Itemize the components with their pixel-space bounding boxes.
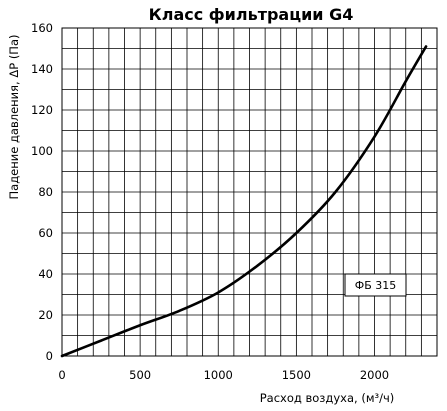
chart-title: Класс фильтрации G4 xyxy=(149,5,354,24)
x-tick-label: 500 xyxy=(129,368,151,382)
legend-box xyxy=(344,273,407,297)
x-tick-label: 2000 xyxy=(360,368,389,382)
x-tick-label: 1000 xyxy=(204,368,233,382)
y-tick-label: 160 xyxy=(31,21,53,35)
y-tick-label: 140 xyxy=(31,62,53,76)
y-tick-label: 80 xyxy=(38,185,53,199)
legend: ФБ 315 xyxy=(344,273,407,297)
series-line-fb-315 xyxy=(60,45,428,358)
plot-frame xyxy=(61,27,438,357)
y-tick-label: 20 xyxy=(38,308,53,322)
y-axis-label: Падение давления, ΔР (Па) xyxy=(7,35,21,200)
x-axis-label: Расход воздуха, (м³/ч) xyxy=(260,391,395,405)
y-tick-labels: 0 20 40 60 80 100 120 140 160 xyxy=(31,21,53,363)
y-tick-label: 120 xyxy=(31,103,53,117)
y-tick-label: 40 xyxy=(38,267,53,281)
y-tick-label: 0 xyxy=(46,349,53,363)
y-tick-label: 100 xyxy=(31,144,53,158)
y-tick-label: 60 xyxy=(38,226,53,240)
x-tick-label: 0 xyxy=(58,368,65,382)
grid xyxy=(62,28,437,356)
x-tick-label: 1500 xyxy=(282,368,311,382)
legend-label: ФБ 315 xyxy=(355,279,397,292)
x-tick-labels: 0 500 1000 1500 2000 xyxy=(58,368,389,382)
